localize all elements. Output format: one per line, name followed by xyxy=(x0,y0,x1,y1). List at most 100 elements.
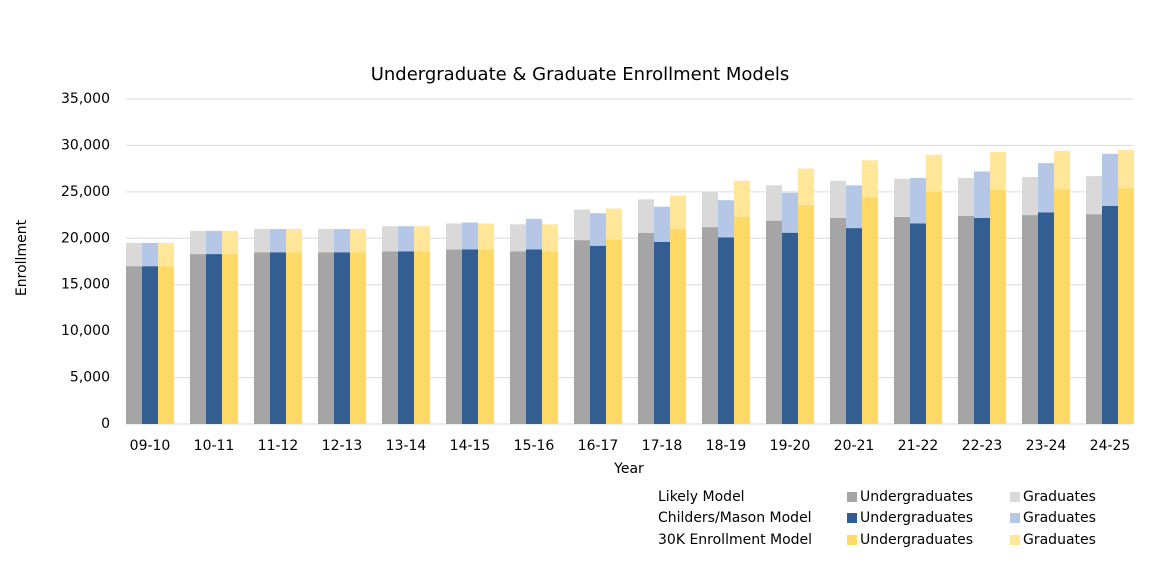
bar-segment xyxy=(1102,205,1118,424)
x-tick-label: 13-14 xyxy=(386,438,427,454)
bar-segment xyxy=(862,160,878,198)
bar-segment xyxy=(702,191,718,228)
bar-segment xyxy=(126,266,142,424)
bar-segment xyxy=(670,229,686,424)
bar-segment xyxy=(974,217,990,424)
bar-segment xyxy=(318,252,334,424)
bar-segment xyxy=(638,199,654,233)
legend-group-label: Likely Model xyxy=(658,489,745,505)
bar-segment xyxy=(606,208,622,240)
x-tick-label: 11-12 xyxy=(258,438,299,454)
bar-segment xyxy=(894,216,910,424)
bar-segment xyxy=(1086,176,1102,215)
y-tick-label: 35,000 xyxy=(61,91,110,107)
legend-label: Graduates xyxy=(1023,532,1096,548)
bar-segment xyxy=(270,252,286,424)
y-tick-label: 30,000 xyxy=(61,137,110,153)
legend-swatch xyxy=(1010,513,1020,523)
legend-label: Undergraduates xyxy=(860,510,973,526)
bar-segment xyxy=(654,242,670,424)
x-tick-label: 19-20 xyxy=(770,438,811,454)
y-tick-label: 20,000 xyxy=(61,230,110,246)
bar-segment xyxy=(798,204,814,424)
bar-segment xyxy=(1038,212,1054,424)
bar-segment xyxy=(958,177,974,216)
bar-segment xyxy=(1118,188,1134,424)
bar-segment xyxy=(718,237,734,424)
bar-segment xyxy=(782,192,798,233)
bar-segment xyxy=(446,223,462,250)
bar-segment xyxy=(446,249,462,424)
legend-swatch xyxy=(1010,492,1020,502)
bar-segment xyxy=(590,245,606,424)
x-tick-label: 23-24 xyxy=(1026,438,1067,454)
bar-segment xyxy=(990,190,1006,424)
bar-segment xyxy=(318,229,334,253)
y-tick-label: 15,000 xyxy=(61,277,110,293)
bar-segment xyxy=(526,249,542,424)
bar-segment xyxy=(1118,150,1134,189)
bar-segment xyxy=(286,229,302,253)
x-tick-label: 16-17 xyxy=(578,438,619,454)
bar-segment xyxy=(158,266,174,424)
bar-segment xyxy=(286,252,302,424)
bar-segment xyxy=(862,197,878,424)
bar-segment xyxy=(526,218,542,250)
bar-segment xyxy=(510,251,526,424)
legend-label: Graduates xyxy=(1023,489,1096,505)
bar-segment xyxy=(478,249,494,424)
bar-segment xyxy=(734,180,750,217)
bar-segment xyxy=(382,251,398,424)
bar-segment xyxy=(606,239,622,424)
bar-segment xyxy=(382,226,398,252)
bar-segment xyxy=(670,195,686,229)
bar-segment xyxy=(574,240,590,424)
legend-group-label: Childers/Mason Model xyxy=(658,510,812,526)
x-tick-label: 24-25 xyxy=(1090,438,1131,454)
bar-segment xyxy=(1086,214,1102,424)
bar-segment xyxy=(766,185,782,221)
bar-segment xyxy=(398,226,414,252)
bar-segment xyxy=(574,209,590,241)
bar-segment xyxy=(1102,153,1118,206)
bar-segment xyxy=(1038,163,1054,213)
y-axis-label: Enrollment xyxy=(14,219,30,296)
bar-segment xyxy=(254,252,270,424)
bar-segment xyxy=(958,216,974,424)
bar-segment xyxy=(798,168,814,205)
bar-segment xyxy=(414,251,430,424)
y-tick-label: 10,000 xyxy=(61,323,110,339)
bar-segment xyxy=(846,228,862,424)
legend-swatch xyxy=(847,535,857,545)
bar-segment xyxy=(926,154,942,192)
x-tick-label: 22-23 xyxy=(962,438,1003,454)
bar-segment xyxy=(398,251,414,424)
bar-segment xyxy=(926,191,942,424)
x-tick-label: 17-18 xyxy=(642,438,683,454)
bar-segment xyxy=(990,151,1006,190)
bar-segment xyxy=(158,242,174,267)
bar-segment xyxy=(702,227,718,424)
bar-segment xyxy=(142,266,158,424)
bar-segment xyxy=(638,232,654,424)
bar-segment xyxy=(270,229,286,253)
bar-segment xyxy=(894,178,910,217)
bar-segment xyxy=(846,185,862,229)
bar-segment xyxy=(1022,215,1038,424)
bar-segment xyxy=(462,249,478,424)
legend-label: Graduates xyxy=(1023,510,1096,526)
bar-segment xyxy=(1022,177,1038,216)
bar-segment xyxy=(334,252,350,424)
x-tick-label: 09-10 xyxy=(130,438,171,454)
legend-swatch xyxy=(847,492,857,502)
bar-segment xyxy=(830,180,846,218)
legend-label: Undergraduates xyxy=(860,532,973,548)
legend-label: Undergraduates xyxy=(860,489,973,505)
legend-swatch xyxy=(1010,535,1020,545)
bar-segment xyxy=(910,223,926,424)
bar-segment xyxy=(414,226,430,252)
chart-title: Undergraduate & Graduate Enrollment Mode… xyxy=(371,64,790,85)
bar-segment xyxy=(206,254,222,424)
bar-segment xyxy=(206,230,222,255)
bar-segment xyxy=(478,223,494,250)
